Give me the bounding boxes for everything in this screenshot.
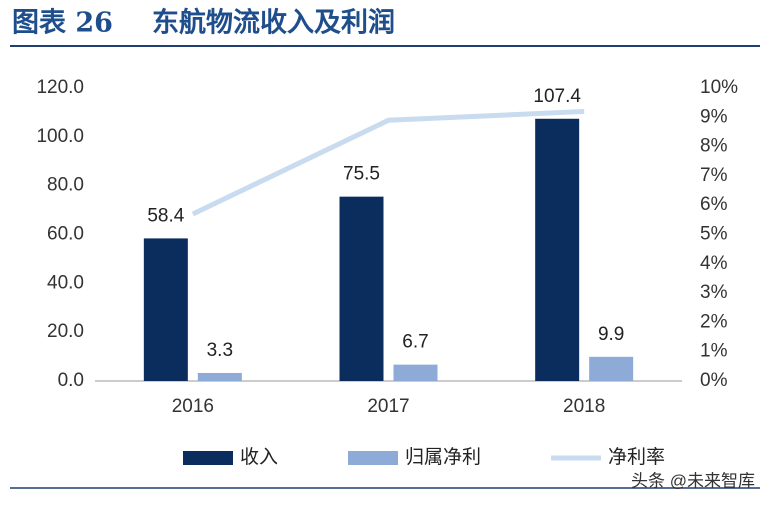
line bbox=[191, 108, 585, 217]
bar bbox=[535, 118, 580, 381]
legend-swatch bbox=[183, 451, 233, 465]
y2-tick-label: 8% bbox=[700, 136, 728, 157]
y2-tick-label: 10% bbox=[700, 77, 738, 98]
y-tick-label: 40.0 bbox=[47, 272, 84, 293]
y-tick-label: 0.0 bbox=[58, 370, 84, 391]
x-tick-label: 2017 bbox=[367, 396, 409, 417]
y2-tick-label: 5% bbox=[700, 224, 728, 245]
y-tick-label: 80.0 bbox=[47, 175, 84, 196]
watermark: 头条 @未来智库 bbox=[631, 471, 755, 490]
y2-tick-label: 9% bbox=[700, 106, 728, 127]
bar bbox=[197, 372, 242, 381]
y-tick-label: 60.0 bbox=[47, 224, 84, 245]
x-tick-label: 2016 bbox=[172, 396, 214, 417]
y2-tick-label: 6% bbox=[700, 194, 728, 215]
bar bbox=[393, 364, 438, 381]
bar bbox=[339, 196, 384, 381]
y-tick-label: 120.0 bbox=[36, 77, 84, 98]
data-label: 3.3 bbox=[207, 340, 233, 361]
chart-title: 东航物流收入及利润 bbox=[152, 7, 395, 39]
data-label: 107.4 bbox=[533, 86, 581, 107]
legend-label: 归属净利 bbox=[405, 446, 481, 468]
y2-tick-label: 0% bbox=[700, 370, 728, 391]
data-label: 58.4 bbox=[147, 205, 184, 226]
x-tick-label: 2018 bbox=[563, 396, 605, 417]
figure-label: 图表 26 bbox=[12, 8, 113, 39]
legend-label: 收入 bbox=[240, 446, 278, 468]
data-label: 6.7 bbox=[402, 332, 428, 353]
y2-tick-label: 4% bbox=[700, 253, 728, 274]
bar bbox=[143, 238, 188, 381]
y2-tick-label: 7% bbox=[700, 165, 728, 186]
legend-swatch bbox=[348, 451, 399, 465]
bar bbox=[589, 356, 634, 381]
y2-tick-label: 2% bbox=[700, 311, 728, 332]
y-tick-label: 20.0 bbox=[47, 321, 84, 342]
y-tick-label: 100.0 bbox=[36, 126, 84, 147]
y2-tick-label: 1% bbox=[700, 341, 728, 362]
legend-label: 净利率 bbox=[608, 446, 665, 468]
data-label: 75.5 bbox=[343, 164, 380, 185]
y2-tick-label: 3% bbox=[700, 282, 728, 303]
data-label: 9.9 bbox=[598, 324, 624, 345]
